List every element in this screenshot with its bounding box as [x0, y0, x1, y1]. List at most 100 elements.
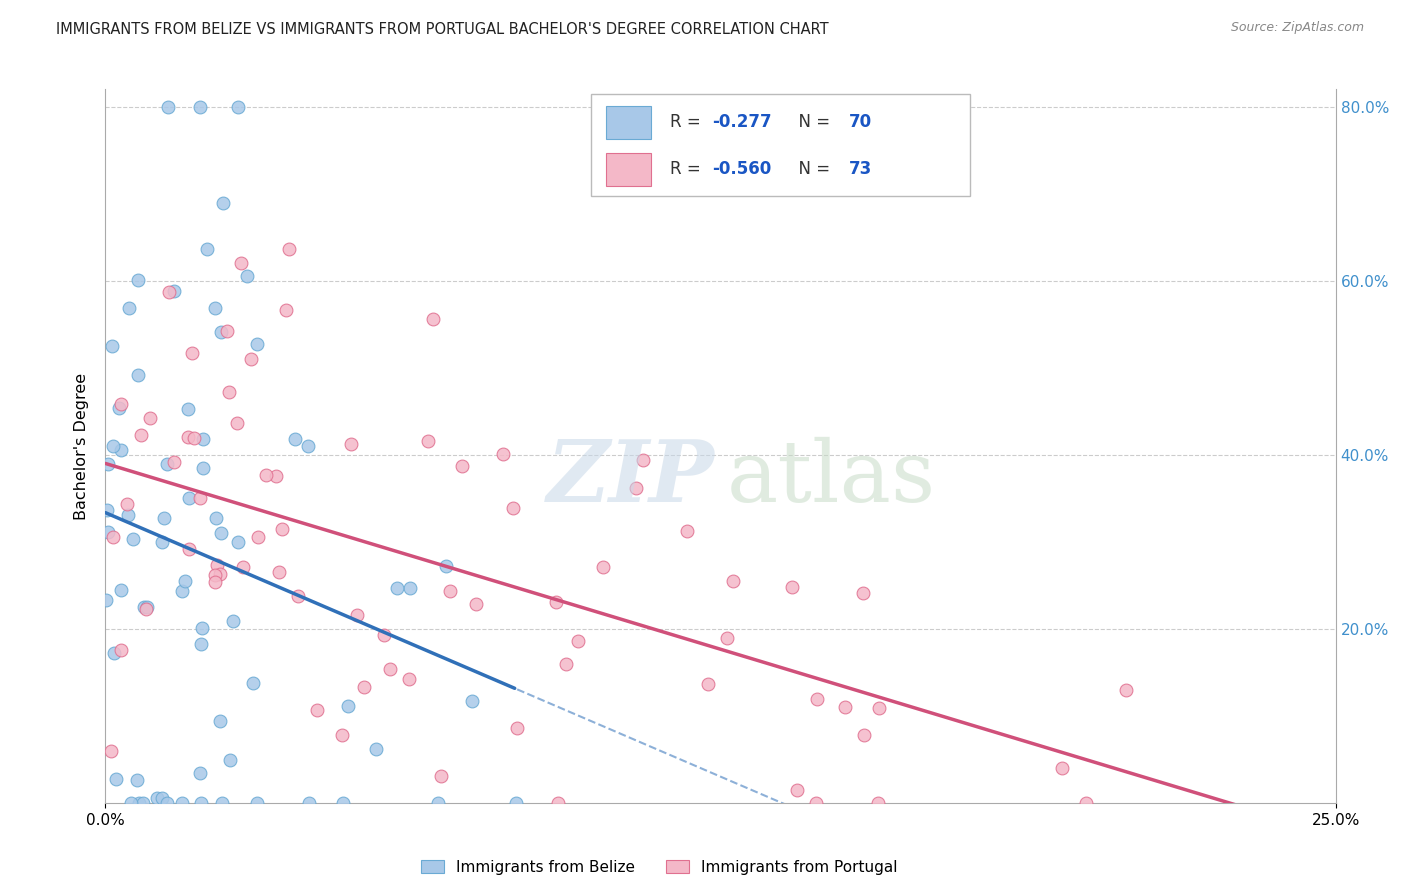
- Point: [110, 643, 132, 657]
- Point: [786, 783, 808, 797]
- Point: [115, 497, 138, 511]
- Point: [128, 796, 150, 810]
- Point: [1115, 683, 1137, 698]
- Y-axis label: Bachelor's Degree: Bachelor's Degree: [73, 373, 89, 519]
- Point: [188, 100, 211, 114]
- Point: [592, 560, 614, 574]
- Point: [439, 583, 461, 598]
- Point: [305, 703, 328, 717]
- Point: [229, 256, 252, 270]
- Point: [204, 567, 226, 582]
- Point: [274, 303, 297, 318]
- Text: IMMIGRANTS FROM BELIZE VS IMMIGRANTS FROM PORTUGAL BACHELOR'S DEGREE CORRELATION: IMMIGRANTS FROM BELIZE VS IMMIGRANTS FRO…: [56, 22, 830, 37]
- Point: [780, 581, 803, 595]
- Point: [188, 491, 211, 506]
- Point: [226, 416, 249, 430]
- Point: [156, 796, 179, 810]
- Point: [163, 455, 186, 469]
- Point: [177, 401, 200, 416]
- Point: [430, 768, 453, 782]
- Point: [163, 284, 186, 298]
- Point: [215, 324, 238, 338]
- Point: [373, 628, 395, 642]
- Point: [121, 533, 143, 547]
- Point: [209, 525, 232, 540]
- Point: [101, 339, 124, 353]
- Point: [398, 672, 420, 686]
- Point: [232, 560, 254, 574]
- Point: [502, 501, 524, 516]
- Point: [332, 796, 354, 810]
- FancyBboxPatch shape: [591, 94, 970, 196]
- Point: [96, 593, 118, 607]
- Point: [270, 522, 292, 536]
- Point: [696, 677, 718, 691]
- Point: [555, 657, 578, 671]
- Point: [346, 607, 368, 622]
- Point: [236, 268, 259, 283]
- Point: [188, 765, 211, 780]
- Point: [246, 796, 269, 810]
- Point: [190, 636, 212, 650]
- Bar: [606, 106, 651, 139]
- Point: [136, 599, 159, 614]
- Point: [266, 469, 288, 483]
- Point: [105, 772, 128, 787]
- Point: [868, 701, 890, 715]
- Point: [277, 242, 299, 256]
- Text: -0.277: -0.277: [711, 113, 772, 131]
- Point: [853, 728, 876, 742]
- Point: [567, 634, 589, 648]
- Point: [150, 535, 173, 549]
- Point: [287, 589, 309, 603]
- Point: [132, 796, 155, 810]
- Point: [1076, 796, 1098, 810]
- Text: atlas: atlas: [727, 436, 936, 520]
- Point: [209, 714, 232, 729]
- Point: [340, 437, 363, 451]
- Point: [103, 646, 125, 660]
- Point: [218, 753, 240, 767]
- Text: 70: 70: [849, 113, 872, 131]
- Text: R =: R =: [671, 113, 706, 131]
- Point: [157, 285, 180, 300]
- Point: [451, 458, 474, 473]
- Point: [297, 439, 319, 453]
- Point: [1050, 761, 1073, 775]
- Point: [101, 439, 124, 453]
- Point: [337, 698, 360, 713]
- Point: [852, 586, 875, 600]
- Point: [804, 796, 827, 810]
- Point: [96, 503, 118, 517]
- Point: [110, 443, 132, 458]
- Bar: [606, 153, 651, 186]
- Point: [465, 598, 488, 612]
- Point: [156, 457, 179, 471]
- Point: [246, 337, 269, 351]
- Point: [353, 680, 375, 694]
- Point: [378, 662, 401, 676]
- Point: [174, 574, 197, 588]
- Point: [118, 301, 141, 315]
- Point: [387, 581, 409, 595]
- Text: N =: N =: [787, 160, 835, 178]
- Point: [191, 461, 214, 475]
- Point: [117, 508, 139, 522]
- Point: [170, 584, 193, 599]
- Point: [191, 621, 214, 635]
- Point: [226, 535, 249, 549]
- Point: [139, 411, 162, 425]
- Text: Source: ZipAtlas.com: Source: ZipAtlas.com: [1230, 21, 1364, 34]
- Point: [209, 325, 232, 339]
- Point: [97, 525, 120, 540]
- Point: [716, 631, 738, 645]
- Point: [806, 692, 828, 706]
- Point: [631, 452, 654, 467]
- Point: [179, 491, 201, 506]
- Point: [152, 790, 174, 805]
- Point: [226, 100, 249, 114]
- Point: [146, 791, 169, 805]
- Text: R =: R =: [671, 160, 706, 178]
- Point: [193, 432, 215, 446]
- Point: [239, 351, 262, 366]
